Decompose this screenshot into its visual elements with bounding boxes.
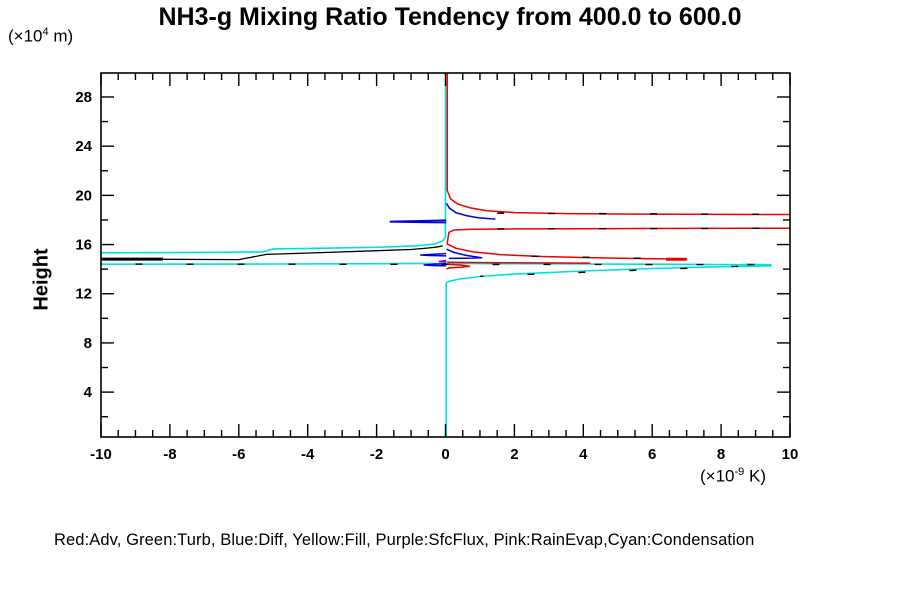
x-tick-label: 8: [717, 446, 725, 463]
x-unit-prefix: (×10: [700, 466, 735, 486]
x-tick-label: -8: [163, 446, 176, 463]
series-sfcflux-spike: [438, 259, 447, 263]
y-tick-label: 28: [75, 89, 92, 106]
x-tick-label: -10: [90, 446, 112, 463]
series-condensation-zero-line-and-upper-hook: [101, 73, 447, 254]
series-diff-upper: [445, 202, 496, 220]
series-adv-small-line: [447, 261, 591, 264]
x-tick-label: 0: [441, 446, 449, 463]
x-unit-suffix: K): [744, 466, 767, 486]
x-tick-label: 2: [510, 446, 518, 463]
x-tick-label: 10: [782, 446, 799, 463]
series-total-left-curve: [162, 245, 443, 261]
y-unit-prefix: (×10: [8, 26, 43, 46]
x-tick-label: -6: [232, 446, 245, 463]
y-axis-unit-label: (×104 m): [8, 26, 73, 47]
x-unit-exponent: -9: [734, 466, 745, 478]
legend-text: Red:Adv, Green:Turb, Blue:Diff, Yellow:F…: [54, 531, 755, 549]
x-tick-label: -4: [301, 446, 315, 463]
y-unit-exponent: 4: [42, 26, 49, 38]
series-diff-lower-left-spike-1: [419, 252, 447, 257]
series-condensation-flat-tongue-return: [101, 262, 772, 437]
series-adv-small-bulge: [446, 263, 471, 270]
y-tick-label: 24: [75, 138, 92, 155]
series-diff-lower-left-spike-2: [423, 262, 447, 267]
y-tick-label: 4: [84, 384, 93, 401]
x-tick-label: 4: [579, 446, 588, 463]
series-diff-left-spike: [389, 219, 447, 224]
y-tick-label: 16: [75, 237, 92, 254]
y-axis-title: Height: [30, 248, 53, 311]
x-axis-unit-label: (×10-9 K): [700, 466, 766, 487]
y-tick-label: 20: [75, 187, 92, 204]
series-adv-upper: [446, 73, 790, 216]
y-unit-suffix: m): [48, 26, 74, 46]
series-adv-mid-and-lower-tongue: [446, 227, 790, 261]
x-tick-label: -2: [370, 446, 383, 463]
chart-title: NH3-g Mixing Ratio Tendency from 400.0 t…: [158, 3, 742, 31]
y-tick-label: 12: [75, 286, 92, 303]
y-tick-label: 8: [84, 335, 92, 352]
total-dash-on-cyan-flat: [135, 263, 756, 266]
series-diff-lower-right: [446, 248, 483, 260]
x-tick-label: 6: [648, 446, 656, 463]
